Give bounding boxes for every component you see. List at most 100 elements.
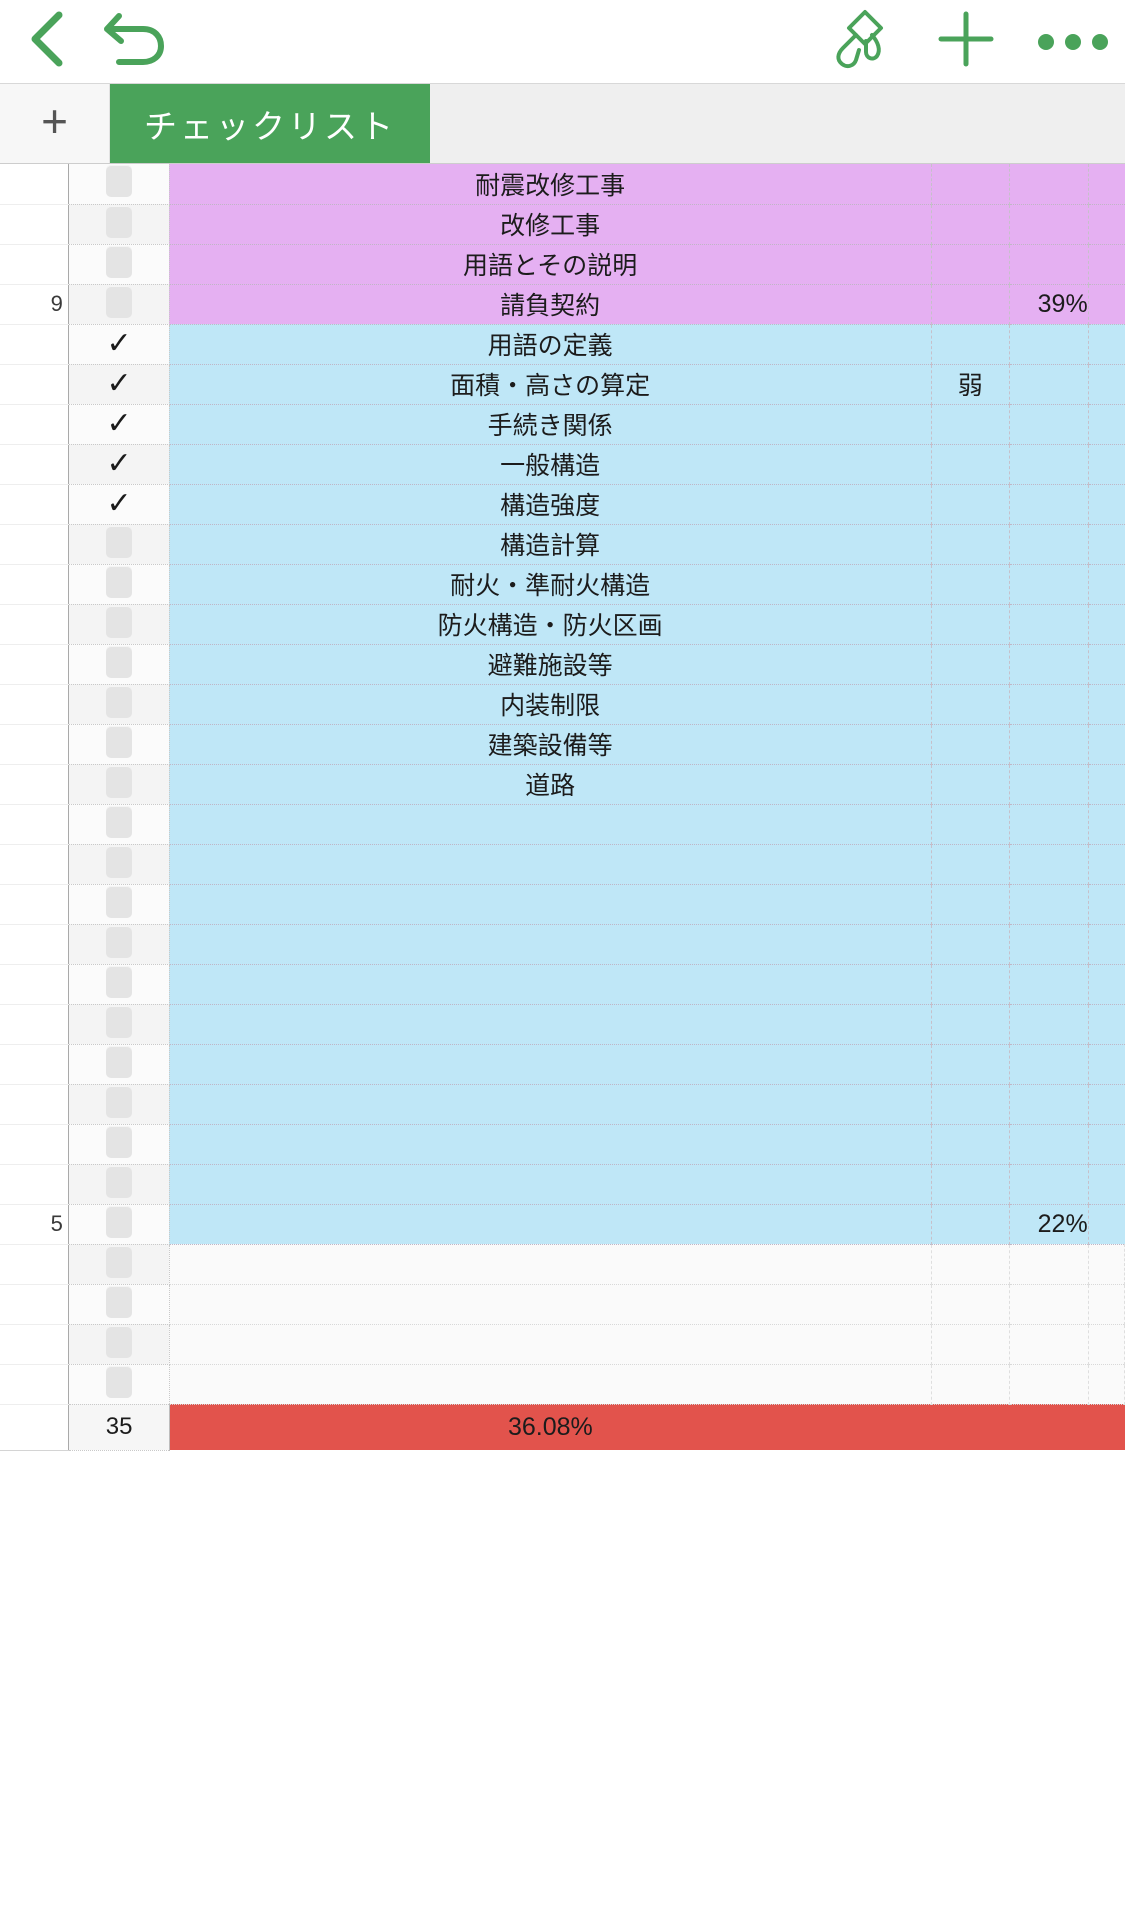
checkbox-unchecked-icon[interactable]	[106, 685, 133, 718]
row-tail-cell[interactable]	[1088, 604, 1125, 645]
row-mark-cell[interactable]	[931, 604, 1011, 645]
row-checkbox-cell[interactable]	[68, 244, 170, 285]
row-mark-cell[interactable]	[931, 524, 1011, 565]
table-row[interactable]: 防火構造・防火区画	[0, 604, 1125, 645]
checkbox-unchecked-icon[interactable]	[106, 1045, 133, 1078]
table-row[interactable]: 避難施設等	[0, 644, 1125, 685]
checkbox-unchecked-icon[interactable]	[106, 565, 133, 598]
row-mark-cell[interactable]	[931, 964, 1011, 1005]
checkbox-unchecked-icon[interactable]	[106, 765, 133, 798]
row-tail-cell[interactable]	[1088, 444, 1125, 485]
table-row[interactable]: ✓ 手続き関係	[0, 404, 1125, 445]
checkbox-unchecked-icon[interactable]	[106, 1165, 133, 1198]
table-row[interactable]: ✓ 面積・高さの算定弱	[0, 364, 1125, 405]
row-percent-cell[interactable]	[1009, 964, 1089, 1005]
table-row[interactable]	[0, 1244, 1125, 1285]
row-percent-cell[interactable]	[1009, 404, 1089, 445]
sheet-tab-checklist[interactable]: チェックリスト	[110, 84, 430, 163]
row-mark-cell[interactable]	[931, 1124, 1011, 1165]
row-tail-cell[interactable]	[1088, 1084, 1125, 1125]
row-checkbox-cell[interactable]	[68, 924, 170, 965]
row-mark-cell[interactable]	[931, 244, 1011, 285]
undo-button[interactable]	[86, 0, 182, 84]
row-tail-cell[interactable]	[1088, 244, 1125, 285]
checkbox-unchecked-icon[interactable]	[106, 1005, 133, 1038]
row-mark-cell[interactable]	[931, 1084, 1011, 1125]
row-title-cell[interactable]: 請負契約	[169, 284, 932, 325]
row-tail-cell[interactable]	[1088, 1244, 1125, 1285]
row-mark-cell[interactable]	[931, 324, 1011, 365]
row-tail-cell[interactable]	[1088, 1324, 1125, 1365]
row-tail-cell[interactable]	[1088, 1164, 1125, 1205]
row-tail-cell[interactable]	[1088, 1124, 1125, 1165]
row-tail-cell[interactable]	[1088, 324, 1125, 365]
checkbox-unchecked-icon[interactable]	[106, 1285, 133, 1318]
row-title-cell[interactable]: 構造計算	[169, 524, 932, 565]
row-tail-cell[interactable]	[1088, 1004, 1125, 1045]
row-tail-cell[interactable]	[1088, 404, 1125, 445]
row-tail-cell[interactable]	[1088, 1204, 1125, 1245]
table-row[interactable]: 構造計算	[0, 524, 1125, 565]
row-title-cell[interactable]	[169, 844, 932, 885]
checkbox-unchecked-icon[interactable]	[106, 1125, 133, 1158]
row-tail-cell[interactable]	[1088, 684, 1125, 725]
row-title-cell[interactable]	[169, 1324, 932, 1365]
checkbox-unchecked-icon[interactable]	[106, 1245, 133, 1278]
checkbox-unchecked-icon[interactable]	[106, 525, 133, 558]
row-percent-cell[interactable]	[1009, 644, 1089, 685]
table-row[interactable]: ✓ 用語の定義	[0, 324, 1125, 365]
row-tail-cell[interactable]	[1088, 1284, 1125, 1325]
row-title-cell[interactable]	[169, 1044, 932, 1085]
checkbox-unchecked-icon[interactable]	[106, 165, 133, 198]
row-checkbox-cell[interactable]	[68, 164, 170, 205]
row-title-cell[interactable]: 構造強度	[169, 484, 932, 525]
row-mark-cell[interactable]	[931, 1244, 1011, 1285]
row-checkbox-cell[interactable]	[68, 964, 170, 1005]
row-mark-cell[interactable]	[931, 884, 1011, 925]
row-percent-cell[interactable]	[1009, 524, 1089, 565]
row-checkbox-cell[interactable]	[68, 884, 170, 925]
row-mark-cell[interactable]	[931, 684, 1011, 725]
checkbox-unchecked-icon[interactable]	[106, 965, 133, 998]
table-row[interactable]: 内装制限	[0, 684, 1125, 725]
checkbox-unchecked-icon[interactable]	[106, 205, 133, 238]
row-mark-cell[interactable]	[931, 844, 1011, 885]
row-title-cell[interactable]: 防火構造・防火区画	[169, 604, 932, 645]
row-title-cell[interactable]: 手続き関係	[169, 404, 932, 445]
row-tail-cell[interactable]	[1088, 204, 1125, 245]
row-mark-cell[interactable]	[931, 1284, 1011, 1325]
table-row[interactable]: 道路	[0, 764, 1125, 805]
row-percent-cell[interactable]	[1009, 884, 1089, 925]
row-title-cell[interactable]	[169, 1164, 932, 1205]
row-percent-cell[interactable]	[1009, 1044, 1089, 1085]
row-checkbox-cell[interactable]	[68, 1204, 170, 1245]
row-tail-cell[interactable]	[1088, 724, 1125, 765]
row-tail-cell[interactable]	[1088, 924, 1125, 965]
total-percent-cell[interactable]: 36.08%	[169, 1404, 931, 1450]
spreadsheet-canvas[interactable]: 耐震改修工事 改修工事 用語とその説明 9 請負契約 39% ✓ 用語の定義 ✓ 面積・高さの算定…	[0, 164, 1125, 1914]
row-checkbox-cell[interactable]	[68, 204, 170, 245]
row-percent-cell[interactable]	[1009, 204, 1089, 245]
row-tail-cell[interactable]	[1088, 644, 1125, 685]
row-checkbox-cell[interactable]: ✓	[68, 444, 170, 485]
row-checkbox-cell[interactable]	[68, 1324, 170, 1365]
checkbox-unchecked-icon[interactable]	[106, 805, 133, 838]
row-mark-cell[interactable]	[931, 564, 1011, 605]
checkbox-unchecked-icon[interactable]	[106, 285, 133, 318]
checkbox-checked-icon[interactable]: ✓	[106, 447, 132, 480]
total-count-cell[interactable]: 35	[68, 1404, 170, 1451]
row-tail-cell[interactable]	[1088, 1044, 1125, 1085]
row-percent-cell[interactable]	[1009, 844, 1089, 885]
row-mark-cell[interactable]	[931, 404, 1011, 445]
table-row[interactable]	[0, 964, 1125, 1005]
row-percent-cell[interactable]	[1009, 244, 1089, 285]
table-row[interactable]: ✓ 構造強度	[0, 484, 1125, 525]
row-mark-cell[interactable]	[931, 1044, 1011, 1085]
row-checkbox-cell[interactable]	[68, 524, 170, 565]
row-tail-cell[interactable]	[1088, 884, 1125, 925]
row-percent-cell[interactable]	[1009, 1124, 1089, 1165]
row-percent-cell[interactable]	[1009, 764, 1089, 805]
row-checkbox-cell[interactable]	[68, 764, 170, 805]
row-mark-cell[interactable]	[931, 764, 1011, 805]
row-title-cell[interactable]: 内装制限	[169, 684, 932, 725]
